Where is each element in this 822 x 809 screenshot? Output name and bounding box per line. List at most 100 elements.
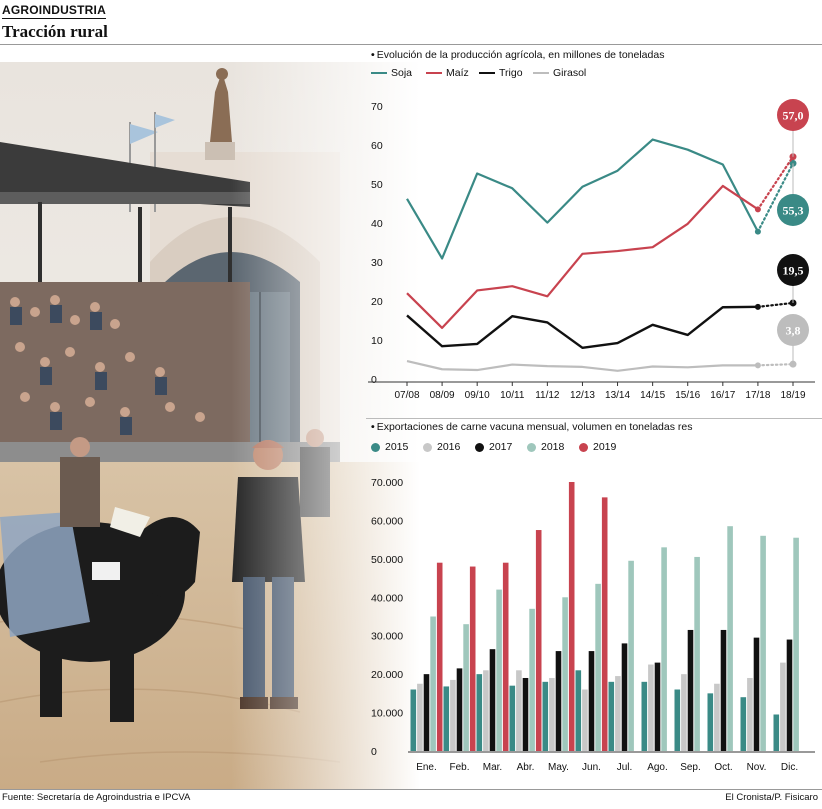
kicker: AGROINDUSTRIA [2,3,106,19]
bar-2015-abr [509,685,516,751]
footer-rule [0,789,822,790]
legend-swatch-2019 [579,442,588,452]
legend-swatch-2015 [371,442,380,452]
bar-x-tick-label: Ago. [647,762,668,773]
line-x-tick-label: 10/11 [500,390,525,401]
series-projection-maiz [756,155,795,211]
bar-2016-ago [648,664,654,751]
bar-2017-nov [753,637,760,751]
bar-2016-may [549,677,555,751]
bar-2019-ene [436,562,443,751]
bar-2016-ene [417,683,423,751]
bar-chart-title: • Exportaciones de carne vacuna mensual, … [371,421,693,433]
bar-2016-dic [780,662,786,751]
callout-value-maiz: 57,0 [783,109,804,123]
line-x-tick-label: 13/14 [605,390,630,401]
bar-2017-jul [621,643,628,751]
bar-y-tick-label: 30.000 [371,631,403,643]
series-point-girasol [754,362,761,369]
line-x-tick-label: 08/09 [430,390,455,401]
series-line-girasol [406,359,758,372]
line-y-tick-label: 70 [371,101,383,113]
callout-bubble-trigo [777,254,809,286]
bar-2017-sep [687,629,694,751]
bar-y-tick-label: 50.000 [371,554,403,566]
production-line-chart: 0 10 20 30 40 50 60 70 07/08 08/09 09/10 10/11 11/12… [368,99,815,401]
legend-label-maiz: Maíz [446,67,469,79]
legend-swatch-2017 [475,442,484,452]
legend-swatch-soja [371,71,387,75]
legend-label-2019: 2019 [593,441,617,453]
bar-x-tick-label: Feb. [449,762,469,773]
legend-item-2017: 2017 [475,441,512,453]
bar-2015-jul [608,681,615,751]
bar-2016-oct [714,683,720,751]
legend-item-2015: 2015 [371,441,408,453]
series-line-soja [406,138,759,260]
bar-y-tick-label: 70.000 [371,477,403,489]
bar-2017-feb [456,668,463,751]
bar-2018-dic [793,537,799,751]
line-x-tick-label: 16/17 [710,390,735,401]
legend-label-trigo: Trigo [499,67,523,79]
legend-swatch-2018 [527,442,536,452]
bar-2015-ene [410,689,417,751]
bar-y-tick-label: 10.000 [371,708,403,720]
line-y-tick-label: 10 [371,335,383,347]
line-y-tick-label: 0 [371,374,377,386]
line-chart-legend: Soja Maíz Trigo Girasol [371,67,811,81]
bar-2017-ago [654,662,661,751]
line-y-tick-label: 20 [371,296,383,308]
credit-note: El Cronista/P. Fisicaro [725,792,818,803]
headline: Tracción rural [2,22,108,41]
callout-bubble-maiz [777,99,809,131]
line-x-tick-label: 14/15 [640,390,665,401]
bar-2018-oct [727,526,733,751]
line-x-tick-label: 15/16 [675,390,700,401]
bar-x-tick-label: Jul. [617,762,633,773]
bar-2017-dic [786,639,793,751]
bar-2018-feb [463,624,469,751]
callout-value-girasol: 3,8 [786,324,801,338]
bar-2015-jun [575,670,582,751]
bar-2016-feb [450,679,456,751]
series-projection-soja [756,162,795,233]
line-x-tick-label: 12/13 [570,390,595,401]
legend-label-soja: Soja [391,67,413,79]
bar-2019-feb [469,566,476,751]
series-line-maiz [406,184,759,330]
bar-x-tick-label: May. [548,762,569,773]
bar-y-tick-label: 0 [371,746,377,758]
line-x-tick-label: 17/18 [745,390,770,401]
legend-item-2016: 2016 [423,441,460,453]
bar-2015-ago [641,681,648,751]
livestock-show-photo [0,62,420,790]
legend-swatch-2016 [423,442,432,452]
bar-2015-mar [476,674,483,751]
bar-2018-ago [661,547,667,751]
bar-x-tick-label: Abr. [517,762,535,773]
series-line-trigo [406,305,758,349]
bar-2016-sep [681,674,687,751]
legend-swatch-maiz [426,71,442,75]
bar-x-tick-label: Dic. [781,762,798,773]
bar-chart-legend: 2015 2016 2017 2018 2019 [371,441,811,455]
series-projection-trigo [756,301,795,308]
callout-value-soja: 55,3 [783,204,804,218]
bar-2018-nov [760,535,766,751]
line-y-tick-label: 50 [371,179,383,191]
source-note: Fuente: Secretaría de Agroindustria e IP… [2,792,191,803]
bar-2018-jul [628,560,634,751]
bar-2015-nov [740,697,747,751]
bar-2018-may [562,597,568,751]
bar-x-tick-label: Mar. [483,762,502,773]
bar-y-tick-label: 40.000 [371,592,403,604]
callout-value-trigo: 19,5 [783,264,804,278]
bar-2017-mar [489,649,496,751]
bar-2019-may [568,482,575,751]
line-x-tick-label: 09/10 [465,390,490,401]
bar-2015-sep [674,689,681,751]
bar-2015-may [542,681,549,751]
legend-item-maiz: Maíz [426,67,469,79]
bar-2018-mar [496,589,502,751]
